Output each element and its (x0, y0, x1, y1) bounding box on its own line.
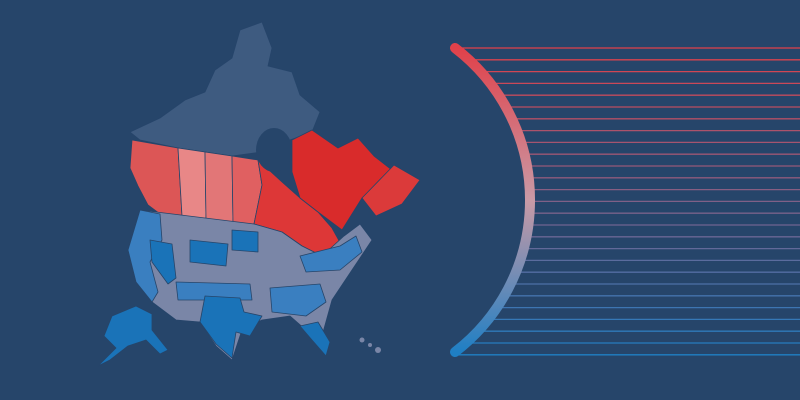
hawaii (375, 347, 381, 353)
province-saskatchewan (204, 151, 234, 224)
gradient-arc (450, 43, 535, 357)
province-alberta (177, 147, 207, 220)
us-west-coast (127, 209, 163, 303)
us-north-central (189, 239, 229, 267)
us-northeast (299, 235, 363, 273)
province-atlantic (361, 164, 421, 217)
us-nevada (149, 239, 177, 285)
hudson-bay (256, 128, 292, 172)
us-plains (175, 281, 253, 301)
us-southeast (269, 283, 327, 317)
alaska (97, 305, 169, 367)
stripe-lines (451, 47, 800, 356)
us-dakota (231, 229, 259, 253)
map (97, 21, 421, 367)
us-texas (199, 295, 263, 359)
hawaii (359, 337, 365, 343)
us-florida (299, 321, 331, 357)
hawaii (368, 343, 372, 347)
